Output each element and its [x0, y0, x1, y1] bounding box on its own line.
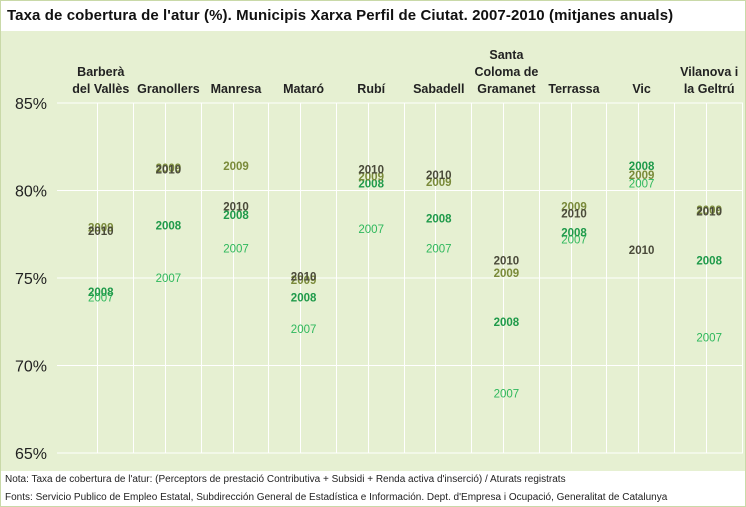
data-point-2009: 2009: [88, 222, 114, 234]
data-point-2010: 2010: [358, 165, 384, 177]
y-tick-label: 75%: [15, 271, 47, 288]
data-point-2009: 2009: [696, 205, 722, 217]
data-point-2008: 2008: [88, 287, 114, 299]
y-tick-label: 65%: [15, 446, 47, 463]
data-point-2010: 2010: [494, 256, 520, 268]
data-point-2010: 2010: [291, 271, 317, 283]
category-label: del Vallès: [72, 82, 129, 96]
plot-area: 85% 80% 75% 70% 65% Barberà del Vallès Granolle…: [1, 31, 745, 471]
category-label: Mataró: [283, 82, 324, 96]
data-point-2007: 2007: [223, 243, 249, 255]
y-tick-label: 80%: [15, 184, 47, 201]
data-point-2007: 2007: [426, 243, 452, 255]
data-point-2010: 2010: [426, 170, 452, 182]
data-point-2007: 2007: [291, 324, 317, 336]
data-point-2009: 2009: [494, 268, 520, 280]
data-point-2010: 2010: [561, 208, 587, 220]
y-tick-label: 85%: [15, 96, 47, 113]
data-point-2007: 2007: [156, 273, 182, 285]
data-point-2007: 2007: [88, 292, 114, 304]
category-label: Manresa: [211, 82, 263, 96]
data-point-2008: 2008: [223, 210, 249, 222]
category-label: Rubí: [357, 82, 385, 96]
data-point-2008: 2008: [561, 228, 587, 240]
data-point-2009: 2009: [223, 161, 249, 173]
data-point-2007: 2007: [696, 333, 722, 345]
data-point-2008: 2008: [426, 214, 452, 226]
chart-title: Taxa de cobertura de l'atur (%). Municip…: [7, 7, 674, 24]
chart-note: Nota: Taxa de cobertura de l'atur: (Perc…: [5, 474, 566, 485]
data-point-2010: 2010: [223, 201, 249, 213]
category-label: Gramanet: [477, 82, 536, 96]
data-point-2008: 2008: [696, 256, 722, 268]
category-label: Terrassa: [548, 82, 600, 96]
data-point-2010: 2010: [629, 245, 655, 257]
category-label: Barberà: [77, 65, 124, 79]
category-label: la Geltrú: [684, 82, 735, 96]
category-label: Granollers: [137, 82, 200, 96]
data-point-2008: 2008: [494, 317, 520, 329]
data-point-2008: 2008: [291, 292, 317, 304]
data-point-2007: 2007: [358, 224, 384, 236]
data-point-2007: 2007: [629, 179, 655, 191]
chart-source: Fonts: Servicio Publico de Empleo Estata…: [5, 492, 668, 503]
data-point-2009: 2009: [629, 170, 655, 182]
data-point-2009: 2009: [426, 177, 452, 189]
data-point-2008: 2008: [629, 161, 655, 173]
category-label: Santa: [489, 48, 524, 62]
data-point-2009: 2009: [156, 163, 182, 175]
category-label: Coloma de: [474, 65, 538, 79]
data-point-2007: 2007: [561, 235, 587, 247]
category-label: Sabadell: [413, 82, 464, 96]
chart-svg: 85% 80% 75% 70% 65% Barberà del Vallès Granolle…: [15, 48, 743, 463]
data-point-2010: 2010: [156, 165, 182, 177]
data-point-2010: 2010: [696, 207, 722, 219]
y-tick-label: 70%: [15, 359, 47, 376]
data-point-2010: 2010: [88, 226, 114, 238]
data-point-2009: 2009: [561, 201, 587, 213]
data-point-2008: 2008: [156, 221, 182, 233]
data-point-2009: 2009: [358, 172, 384, 184]
data-point-2007: 2007: [494, 389, 520, 401]
category-label: Vilanova i: [680, 65, 738, 79]
category-label: Vic: [632, 82, 651, 96]
data-point-2008: 2008: [358, 179, 384, 191]
data-point-2009: 2009: [291, 275, 317, 287]
